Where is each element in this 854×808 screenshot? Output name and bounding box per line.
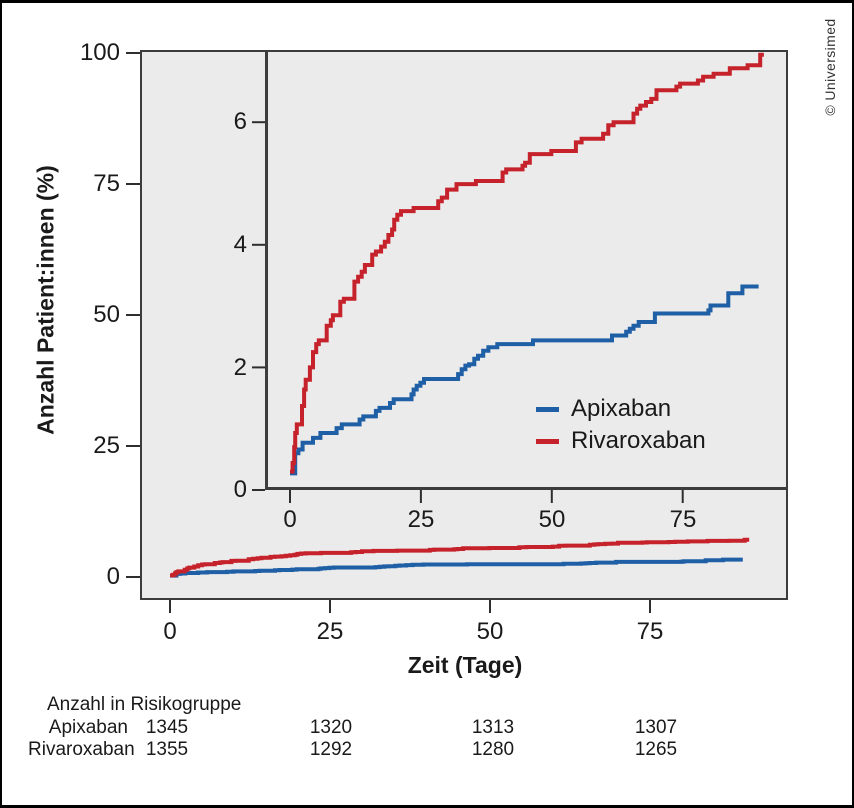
inset-y-tick-2: 2 xyxy=(233,354,247,381)
x-axis-title: Zeit (Tage) xyxy=(407,652,523,678)
inset-x-tick-25: 25 xyxy=(407,506,435,533)
y-axis-title: Anzahl Patient:innen (%) xyxy=(32,165,59,435)
risk-table-title: Anzahl in Risikogruppe xyxy=(47,694,242,715)
risk-value: 1313 xyxy=(471,717,515,738)
main-x-tick-0: 0 xyxy=(163,618,177,645)
main-y-tick-25: 25 xyxy=(93,432,120,459)
main-y-tick-50: 50 xyxy=(93,301,120,328)
rivaroxaban-line-swatch xyxy=(536,438,559,444)
risk-row-label-apixaban: Apixaban xyxy=(48,717,128,738)
risk-value: 1320 xyxy=(309,717,353,738)
inset-y-tick-4: 4 xyxy=(233,231,247,258)
risk-value: 1265 xyxy=(634,739,678,760)
risk-value: 1355 xyxy=(145,739,189,760)
main-x-tick-75: 75 xyxy=(636,618,664,645)
inset-plot-area xyxy=(265,52,786,490)
main-y-tick-0: 0 xyxy=(106,563,120,590)
inset-x-tick-75: 75 xyxy=(669,506,697,533)
main-x-tick-25: 25 xyxy=(316,618,344,645)
risk-row-label-rivaroxaban: Rivaroxaban xyxy=(28,739,135,760)
inset-x-tick-50: 50 xyxy=(538,506,566,533)
inset-y-tick-0: 0 xyxy=(233,476,247,503)
legend-label-rivaroxaban: Rivaroxaban xyxy=(571,427,706,454)
legend-label-apixaban: Apixaban xyxy=(571,395,672,422)
legend-item-apixaban: Apixaban xyxy=(536,393,671,425)
copyright-text: © Universimed xyxy=(822,18,838,116)
risk-value: 1292 xyxy=(309,739,353,760)
inset-x-tick-0: 0 xyxy=(283,506,297,533)
risk-value: 1307 xyxy=(634,717,678,738)
legend-item-rivaroxaban: Rivaroxaban xyxy=(536,425,706,457)
apixaban-line-swatch xyxy=(536,406,559,412)
main-y-tick-100: 100 xyxy=(79,39,120,66)
main-y-tick-75: 75 xyxy=(93,170,120,197)
risk-value: 1345 xyxy=(145,717,189,738)
inset-y-tick-6: 6 xyxy=(233,108,247,135)
risk-value: 1280 xyxy=(471,739,515,760)
main-x-tick-50: 50 xyxy=(476,618,504,645)
